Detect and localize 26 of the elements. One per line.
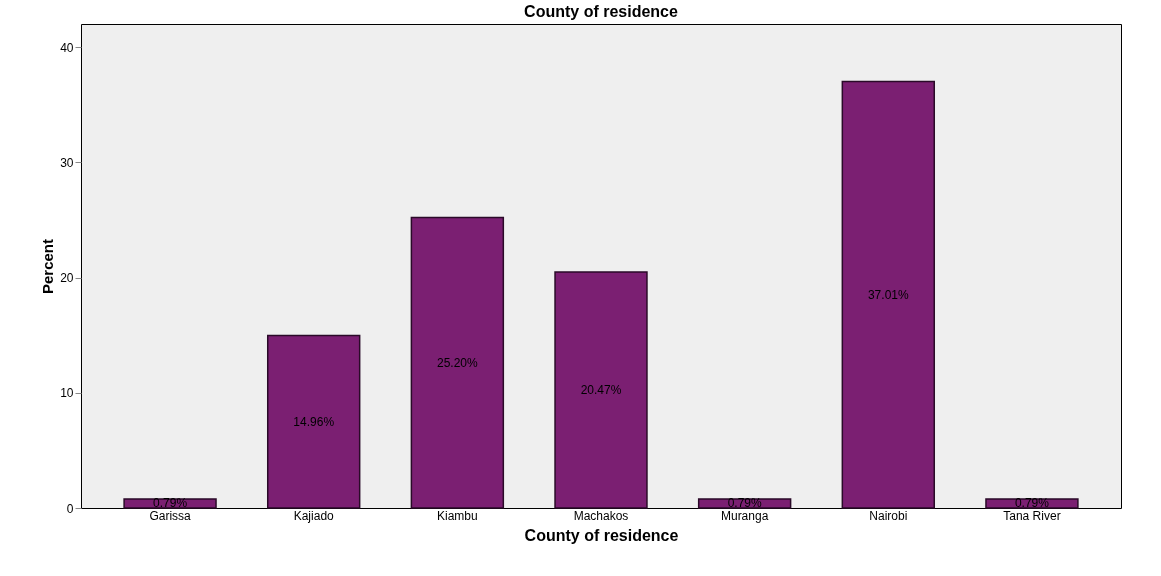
x-tick-label: Kiambu: [437, 508, 478, 523]
x-tick-label: Garissa: [149, 508, 192, 523]
y-tick-label: 10: [60, 386, 74, 401]
data-label: 0.79%: [1014, 496, 1050, 511]
data-label: 20.47%: [580, 383, 622, 398]
bar: [410, 216, 505, 509]
y-tick-label: 40: [60, 40, 74, 55]
y-tick-label: 0: [66, 501, 74, 516]
data-label: 14.96%: [293, 414, 335, 429]
x-tick-label: Tana River: [1003, 508, 1061, 523]
data-label: 0.79%: [727, 496, 762, 511]
bar: [841, 80, 936, 509]
x-tick-label: Muranga: [720, 508, 769, 523]
x-axis-title: County of residence: [524, 526, 679, 544]
chart-title: County of residence: [524, 3, 678, 20]
data-label: 37.01%: [867, 287, 909, 302]
x-tick-label: Machakos: [573, 508, 629, 523]
x-tick-label: Nairobi: [869, 508, 908, 523]
y-axis-title: Percent: [39, 238, 57, 295]
data-label: 0.79%: [153, 496, 188, 511]
bar: [554, 271, 648, 509]
bar: [266, 334, 361, 509]
x-tick-label: Kajiado: [293, 508, 335, 523]
data-label: 25.20%: [437, 355, 479, 370]
y-tick-label: 20: [60, 271, 74, 286]
y-tick-label: 30: [60, 155, 74, 170]
